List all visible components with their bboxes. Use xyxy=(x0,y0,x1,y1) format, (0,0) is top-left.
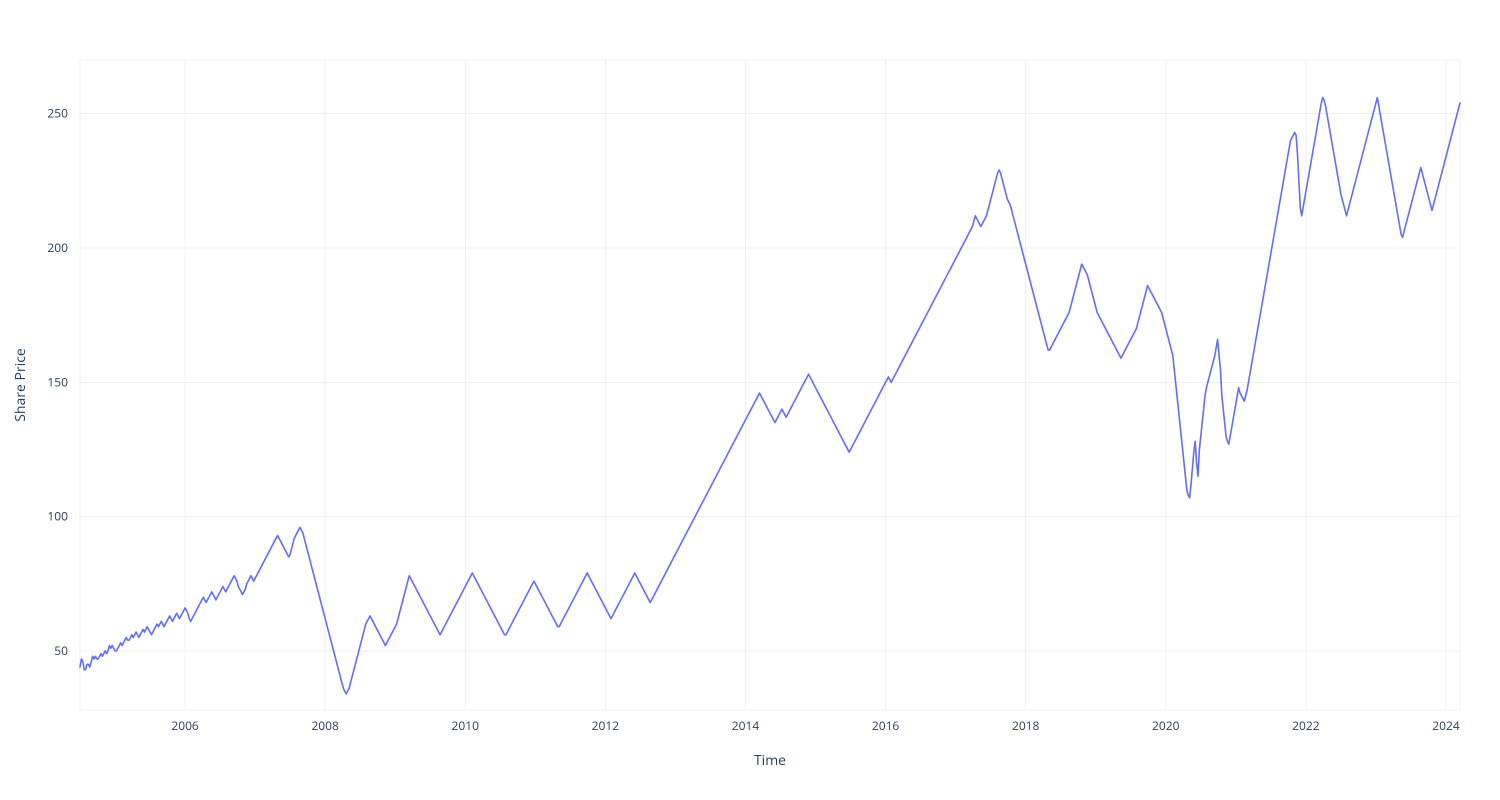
y-tick-label: 150 xyxy=(47,373,68,390)
x-tick-label: 2014 xyxy=(732,717,760,734)
x-tick-label: 2010 xyxy=(452,717,480,734)
y-tick-label: 250 xyxy=(47,105,68,122)
x-tick-label: 2024 xyxy=(1432,717,1460,734)
x-tick-label: 2008 xyxy=(311,717,339,734)
x-axis-label: Time xyxy=(754,751,786,770)
x-tick-label: 2022 xyxy=(1292,717,1320,734)
x-tick-label: 2016 xyxy=(872,717,900,734)
y-tick-label: 100 xyxy=(47,508,68,525)
y-tick-label: 50 xyxy=(54,642,68,659)
x-tick-label: 2020 xyxy=(1152,717,1180,734)
y-tick-label: 200 xyxy=(47,239,68,256)
chart-container: 2006 2008 2010 2012 2014 2016 2018 2020 2022 2024… xyxy=(0,0,1500,800)
x-tick-label: 2006 xyxy=(171,717,199,734)
x-tick-label: 2012 xyxy=(592,717,620,734)
y-axis-label: Share Price xyxy=(11,348,30,422)
x-tick-label: 2018 xyxy=(1012,717,1040,734)
line-chart[interactable]: 2006 2008 2010 2012 2014 2016 2018 2020 2022 2024… xyxy=(0,0,1500,800)
